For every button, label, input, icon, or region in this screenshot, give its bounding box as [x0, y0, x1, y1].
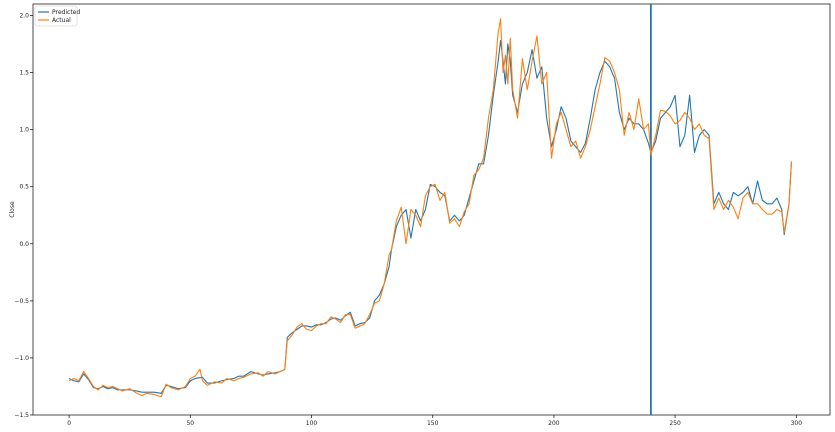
x-axis: 0 50 100 150 200 250 300 [67, 415, 802, 427]
x-tick-label: 0 [67, 420, 71, 427]
plot-frame [32, 3, 831, 416]
x-tick-label: 250 [669, 420, 681, 427]
x-tick-label: 100 [306, 420, 318, 427]
y-tick-label: 1.5 [19, 70, 29, 77]
y-axis-label: Close [9, 201, 16, 218]
y-tick-label: −1.5 [14, 412, 29, 419]
y-tick-label: 1.0 [19, 127, 29, 134]
series-line-predicted [68, 39, 793, 394]
y-axis: −1.5 −1.0 −0.5 0.0 0.5 1.0 1.5 2.0 [14, 12, 33, 419]
y-tick-label: 0.0 [19, 241, 29, 248]
legend-label-predicted: Predicted [52, 9, 80, 16]
x-tick-label: 300 [791, 420, 803, 427]
plot-area [32, 3, 831, 416]
x-tick-label: 50 [186, 420, 194, 427]
y-tick-label: −0.5 [14, 298, 29, 305]
x-tick-label: 150 [427, 420, 439, 427]
y-tick-label: −1.0 [14, 355, 29, 362]
y-tick-label: 0.5 [19, 184, 29, 191]
legend-box [34, 5, 78, 27]
legend-label-actual: Actual [52, 17, 71, 24]
series-line-actual [68, 18, 793, 398]
x-tick-label: 200 [548, 420, 560, 427]
y-tick-label: 2.0 [19, 12, 29, 19]
